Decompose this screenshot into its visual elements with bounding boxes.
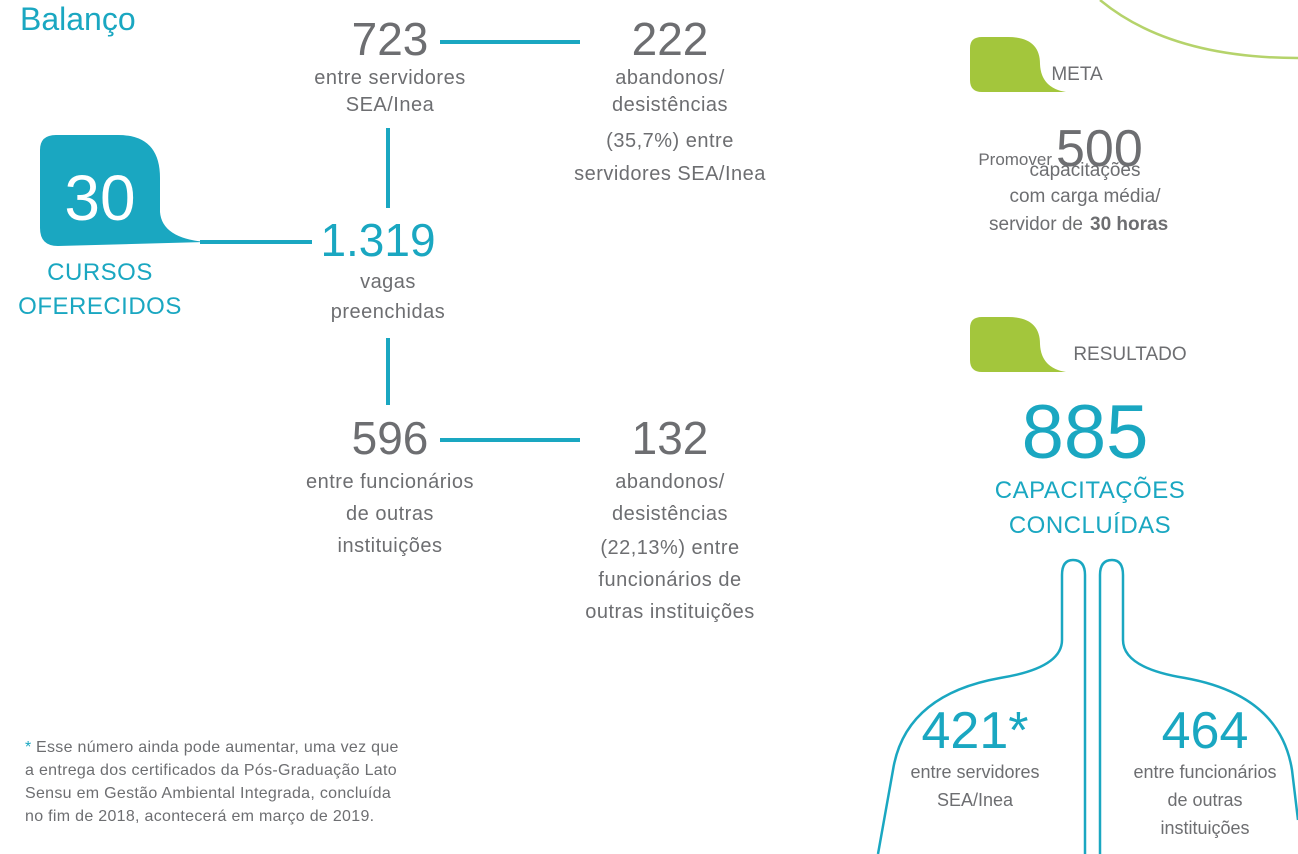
label: (22,13%) entre xyxy=(600,537,739,559)
result-number: 885 xyxy=(1022,390,1149,475)
courses-label: OFERECIDOS xyxy=(18,293,182,320)
result-left-text: entre servidores xyxy=(910,762,1039,782)
goal-prefix: Promover xyxy=(978,150,1052,169)
number: 596 xyxy=(352,412,429,464)
label: outras instituições xyxy=(585,601,755,623)
footnote-line: Esse número ainda pode aumentar, uma vez… xyxy=(36,739,399,756)
label: SEA/Inea xyxy=(346,94,435,116)
goal-text: com carga média/ xyxy=(1009,186,1161,207)
label: abandonos/ xyxy=(615,471,725,493)
result-right-text: instituições xyxy=(1160,818,1249,838)
label: servidores SEA/Inea xyxy=(574,163,766,185)
result-label: RESULTADO xyxy=(1073,344,1186,365)
label: de outras xyxy=(346,503,434,525)
goal-text: capacitações xyxy=(1030,160,1141,181)
label: preenchidas xyxy=(331,301,445,323)
title: Balanço xyxy=(20,1,136,37)
footnote-line: no fim de 2018, acontecerá em março de 2… xyxy=(25,808,374,825)
flask-outline xyxy=(876,558,1087,854)
leaf-shape xyxy=(970,317,1066,372)
number: 132 xyxy=(632,412,709,464)
result-left-text: SEA/Inea xyxy=(937,790,1014,810)
label: instituições xyxy=(338,535,443,557)
label: funcionários de xyxy=(598,569,741,591)
courses-label: CURSOS xyxy=(47,259,153,286)
footnote-line: Sensu em Gestão Ambiental Integrada, con… xyxy=(25,785,391,802)
footnote-mark: * xyxy=(25,739,31,756)
result-right-text: de outras xyxy=(1167,790,1242,810)
number: 723 xyxy=(352,13,429,65)
label: abandonos/ xyxy=(615,67,725,89)
courses-number: 30 xyxy=(64,162,135,234)
label: (35,7%) entre xyxy=(606,130,734,152)
goal-number: 500 xyxy=(1056,120,1143,178)
result-left-number: 421* xyxy=(922,702,1029,760)
label: entre servidores xyxy=(314,67,465,89)
leaf-shape xyxy=(40,135,205,246)
decor-arc xyxy=(1099,0,1298,60)
number: 1.319 xyxy=(320,214,435,266)
label: desistências xyxy=(612,503,728,525)
leaf-shape xyxy=(970,37,1066,92)
goal-label: META xyxy=(1051,64,1103,85)
result-text: CONCLUÍDAS xyxy=(1009,512,1171,539)
goal-emphasis: 30 horas xyxy=(1090,214,1168,235)
label: entre funcionários xyxy=(306,471,474,493)
result-right-number: 464 xyxy=(1162,702,1249,760)
result-text: CAPACITAÇÕES xyxy=(995,476,1185,504)
number: 222 xyxy=(632,13,709,65)
result-right-text: entre funcionários xyxy=(1133,762,1276,782)
label: desistências xyxy=(612,94,728,116)
goal-text: servidor de xyxy=(989,214,1083,235)
footnote-line: a entrega dos certificados da Pós-Gradua… xyxy=(25,762,397,779)
flask-outline xyxy=(1098,558,1298,854)
label: vagas xyxy=(360,271,416,293)
